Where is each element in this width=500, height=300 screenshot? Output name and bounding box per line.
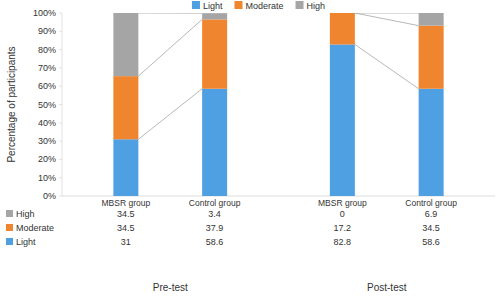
table-swatch [6, 210, 13, 217]
y-axis-line [62, 13, 63, 196]
legend-swatch [234, 1, 242, 9]
table-value: 34.5 [117, 209, 135, 219]
table-swatch [6, 238, 13, 245]
y-tick [59, 196, 62, 197]
page: {"chart_data": { "type": "bar", "stacked… [0, 0, 500, 300]
bar-segment [202, 13, 227, 19]
data-table: High 34.5 3.4 0 6.9 Moderate 34.5 37.9 17.2 34.5 L… [6, 209, 440, 247]
y-tick [59, 177, 62, 178]
table-value: 17.2 [334, 223, 352, 233]
y-tick [59, 159, 62, 160]
series-line [138, 89, 202, 140]
bar-segment [330, 13, 355, 44]
table-value: 31 [121, 237, 131, 247]
y-tick-label: 60% [38, 81, 56, 91]
legend: Light Moderate High [192, 1, 325, 11]
series-line [355, 44, 419, 88]
y-tick-label: 90% [38, 26, 56, 36]
legend-swatch [192, 1, 200, 9]
y-tick [59, 49, 62, 50]
y-tick-label: 20% [38, 154, 56, 164]
bar-segment [330, 13, 355, 14]
legend-label: Moderate [245, 1, 283, 11]
group-label: Post-test [367, 282, 407, 293]
y-tick-label: 40% [38, 118, 56, 128]
x-axis: MBSR group Control group MBSR group Control… [102, 198, 458, 208]
y-tick [59, 31, 62, 32]
legend-swatch [296, 1, 304, 9]
table-value: 0 [340, 209, 345, 219]
table-row-label: High [16, 209, 35, 219]
bar-segment [419, 89, 444, 196]
table-value: 58.6 [422, 237, 440, 247]
y-tick [59, 141, 62, 142]
table-value: 37.9 [206, 223, 224, 233]
legend-label: High [307, 1, 326, 11]
bar-segment [419, 26, 444, 89]
x-tick-label: Control group [189, 198, 241, 208]
table-value: 34.5 [422, 223, 440, 233]
y-tick [59, 104, 62, 105]
x-tick-label: MBSR group [318, 198, 367, 208]
table-value: 58.6 [206, 237, 224, 247]
y-axis: 0% 10% 20% 30% 40% 50% 60% 70% 80% 90% 100% [33, 8, 495, 201]
chart: 0% 10% 20% 30% 40% 50% 60% 70% 80% 90% 100% Percent… [0, 0, 500, 300]
y-tick [59, 86, 62, 87]
x-tick-label: Control group [405, 198, 457, 208]
bar-segment [330, 44, 355, 196]
table-row-label: Moderate [16, 223, 54, 233]
bar-segment [113, 76, 138, 139]
table-value: 82.8 [334, 237, 352, 247]
table-row-label: Light [16, 237, 36, 247]
table-value: 3.4 [208, 209, 221, 219]
x-tick-label: MBSR group [102, 198, 151, 208]
bars [113, 13, 443, 196]
y-tick-label: 10% [38, 173, 56, 183]
table-swatch [6, 224, 13, 231]
series-line [355, 13, 419, 14]
series-line [138, 19, 202, 76]
bar-segment [202, 89, 227, 196]
table-value: 34.5 [117, 223, 135, 233]
legend-label: Light [203, 1, 223, 11]
y-tick [59, 122, 62, 123]
y-tick-label: 0% [43, 191, 56, 201]
y-tick-label: 70% [38, 63, 56, 73]
series-line [355, 13, 419, 26]
y-tick-label: 80% [38, 45, 56, 55]
bar-segment [113, 139, 138, 196]
group-label: Pre-test [153, 282, 188, 293]
y-tick [59, 13, 62, 14]
y-axis-label: Percentage of participants [6, 46, 17, 162]
series-line [138, 13, 202, 14]
table-value: 6.9 [425, 209, 438, 219]
bar-segment [113, 13, 138, 76]
bar-segment [202, 19, 227, 88]
bar-segment [419, 13, 444, 26]
y-tick-label: 30% [38, 136, 56, 146]
y-tick-label: 100% [33, 8, 56, 18]
y-tick-label: 50% [38, 100, 56, 110]
y-tick [59, 67, 62, 68]
